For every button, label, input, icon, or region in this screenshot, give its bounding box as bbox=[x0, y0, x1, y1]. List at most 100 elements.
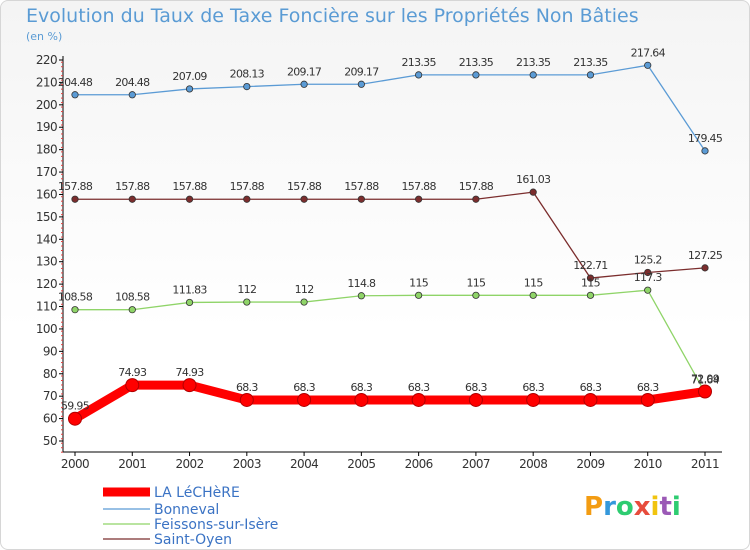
series-1 bbox=[71, 61, 709, 155]
data-point bbox=[243, 298, 251, 306]
data-point bbox=[185, 85, 194, 93]
data-point bbox=[472, 291, 480, 299]
data-point bbox=[357, 80, 365, 88]
data-point bbox=[68, 411, 82, 426]
data-point bbox=[239, 392, 254, 407]
y-tick-label: 110 bbox=[36, 300, 57, 314]
data-label: 213.35 bbox=[573, 56, 608, 69]
chart-subtitle: (en %) bbox=[26, 30, 62, 43]
logo-letter: P bbox=[584, 492, 603, 522]
data-point bbox=[71, 195, 79, 203]
data-point bbox=[415, 291, 423, 299]
data-point bbox=[297, 392, 312, 407]
data-point bbox=[529, 71, 537, 79]
legend-label: Saint-Oyen bbox=[154, 532, 232, 548]
data-point bbox=[529, 291, 537, 299]
data-point bbox=[71, 306, 79, 314]
y-tick-label: 60 bbox=[43, 412, 57, 426]
x-tick-label: 2001 bbox=[118, 457, 146, 471]
data-point bbox=[644, 286, 652, 294]
data-label: 114.8 bbox=[347, 277, 376, 290]
data-point bbox=[182, 378, 197, 393]
y-tick-label: 140 bbox=[36, 232, 57, 246]
data-point bbox=[243, 195, 251, 203]
logo-text: Proxiti bbox=[584, 492, 681, 522]
y-tick-label: 200 bbox=[36, 98, 57, 112]
data-point bbox=[411, 392, 426, 407]
data-label: 122.71 bbox=[573, 259, 607, 272]
data-label: 68.3 bbox=[351, 381, 373, 394]
data-label: 157.88 bbox=[459, 180, 494, 193]
y-tick-label: 50 bbox=[43, 434, 57, 448]
data-label: 157.88 bbox=[344, 180, 379, 193]
data-point bbox=[357, 195, 365, 203]
data-label: 108.58 bbox=[58, 291, 93, 304]
x-tick-label: 2002 bbox=[175, 457, 203, 471]
data-label: 157.88 bbox=[115, 180, 150, 193]
data-label: 157.88 bbox=[172, 180, 207, 193]
data-label: 115 bbox=[409, 276, 429, 289]
data-label: 157.88 bbox=[401, 180, 436, 193]
data-label: 68.3 bbox=[580, 381, 602, 394]
data-point bbox=[644, 268, 652, 277]
y-tick-label: 190 bbox=[36, 120, 57, 134]
data-point bbox=[415, 71, 423, 79]
data-label: 161.03 bbox=[516, 173, 551, 186]
series-lines: 59.95 74.93 74.93 68.3 68.3 68.3 68.3 68.3 68.3 6… bbox=[58, 46, 724, 426]
y-tick-label: 90 bbox=[43, 344, 57, 358]
x-tick-label: 2011 bbox=[691, 457, 719, 471]
data-label: 204.48 bbox=[115, 76, 150, 89]
data-label: 157.88 bbox=[58, 180, 93, 193]
data-point bbox=[701, 264, 709, 272]
data-label: 111.83 bbox=[172, 283, 207, 296]
data-label: 68.3 bbox=[293, 381, 315, 394]
data-label: 68.3 bbox=[236, 381, 258, 394]
series-2 bbox=[71, 286, 709, 397]
data-point bbox=[583, 392, 598, 407]
data-label: 207.09 bbox=[172, 70, 207, 83]
logo-letter: i bbox=[651, 492, 660, 522]
logo-letter: o bbox=[616, 492, 634, 522]
x-tick-label: 2009 bbox=[576, 457, 604, 471]
data-point bbox=[644, 61, 652, 69]
data-point bbox=[468, 392, 483, 407]
data-point bbox=[640, 392, 655, 407]
data-label: 127.25 bbox=[688, 249, 723, 262]
data-label: 68.3 bbox=[465, 381, 487, 394]
data-point bbox=[701, 147, 709, 155]
data-label: 125.2 bbox=[634, 253, 662, 266]
x-tick-label: 2005 bbox=[347, 457, 375, 471]
proxiti-logo: Proxiti bbox=[584, 492, 681, 522]
data-label: 204.48 bbox=[58, 76, 93, 89]
data-label: 213.35 bbox=[401, 56, 436, 69]
data-label: 217.64 bbox=[631, 46, 666, 59]
data-label: 108.58 bbox=[115, 291, 150, 304]
data-point bbox=[529, 188, 537, 196]
data-point bbox=[354, 392, 369, 407]
data-point bbox=[300, 195, 308, 203]
data-point bbox=[128, 91, 136, 99]
logo-letter: r bbox=[603, 492, 616, 522]
y-tick-label: 170 bbox=[36, 165, 57, 179]
data-label: 117.3 bbox=[634, 271, 663, 284]
data-point bbox=[472, 195, 480, 203]
series-line bbox=[74, 289, 706, 394]
data-point bbox=[185, 195, 194, 203]
legend-label: Feissons-sur-Isère bbox=[154, 517, 278, 533]
x-tick-label: 2000 bbox=[61, 457, 89, 471]
data-point bbox=[185, 298, 194, 307]
data-label: 112 bbox=[295, 283, 314, 296]
series-line bbox=[74, 64, 706, 152]
data-label: 115 bbox=[581, 276, 601, 289]
data-label: 213.35 bbox=[516, 56, 551, 69]
y-tick-label: 120 bbox=[36, 277, 57, 291]
legend-label: LA LéCHèRE bbox=[154, 485, 240, 501]
data-label: 157.88 bbox=[287, 180, 322, 193]
y-tick-label: 220 bbox=[36, 53, 57, 67]
series-0 bbox=[68, 378, 712, 426]
data-label: 209.17 bbox=[287, 65, 322, 78]
data-label: 115 bbox=[524, 276, 544, 289]
x-tick-label: 2004 bbox=[290, 457, 318, 471]
data-label: 179.45 bbox=[688, 132, 723, 145]
